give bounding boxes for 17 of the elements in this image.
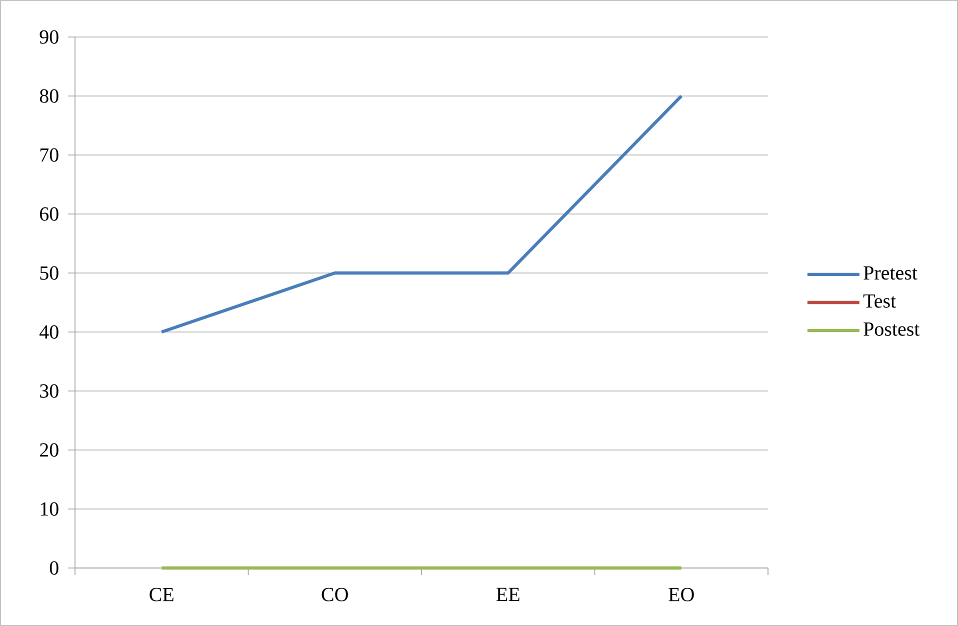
y-tick-label: 60: [40, 207, 58, 221]
y-tick-label: 40: [40, 325, 58, 339]
y-tick-label: 90: [40, 30, 58, 44]
x-tick-label: CO: [322, 588, 348, 602]
legend-label: Test: [863, 294, 896, 308]
y-tick-label: 20: [40, 443, 58, 457]
y-tick-label: 80: [40, 89, 58, 103]
y-tick-label: 50: [40, 266, 58, 280]
y-tick-label: 70: [40, 148, 58, 162]
legend-label: Pretest: [864, 266, 918, 280]
x-tick-label: CE: [150, 588, 174, 602]
y-tick-label: 30: [40, 384, 58, 398]
y-tick-label: 10: [40, 502, 58, 516]
y-tick-label: 0: [50, 561, 58, 575]
legend-label: Postest: [864, 322, 920, 336]
x-tick-label: EE: [496, 588, 520, 601]
x-tick-label: EO: [668, 588, 694, 602]
